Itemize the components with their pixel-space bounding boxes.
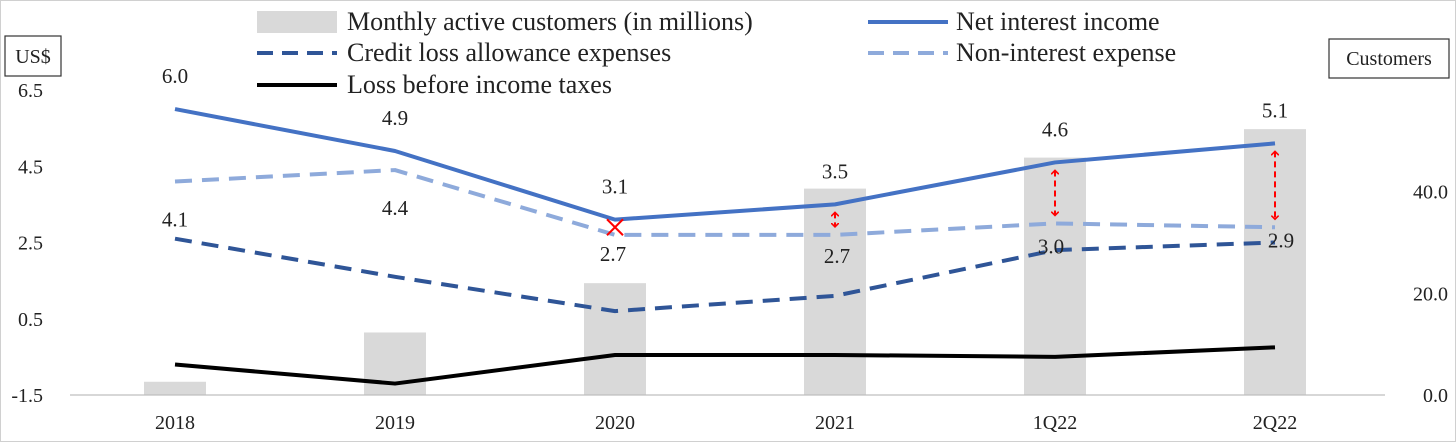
- series-line-credit-loss-allowance-expenses: [174, 236, 1276, 314]
- legend-label-bars: Monthly active customers (in millions): [347, 7, 753, 36]
- series-line-net-interest-income: [174, 107, 1276, 222]
- left-axis-unit-box: US$: [4, 35, 62, 77]
- bar-2019: [364, 332, 426, 395]
- left-tick-label: 4.5: [18, 156, 43, 178]
- left-tick-label: -1.5: [11, 385, 43, 407]
- bar-2018: [144, 381, 206, 395]
- legend-label-non-interest-expense: Non-interest expense: [956, 38, 1176, 67]
- right-tick-label: 20.0: [1413, 283, 1448, 305]
- legend-item-credit-loss: Credit loss allowance expenses: [257, 38, 671, 67]
- lines-layer: [174, 107, 1276, 386]
- labels-layer: 6.0 4.9 3.1 3.5 4.6 5.1 4.1 4.4 2.7 2.7 3.0 2.9: [162, 64, 1294, 268]
- legend-item-net-interest-income: Net interest income: [868, 7, 1160, 36]
- right-axis-label: Customers: [1346, 48, 1432, 70]
- series-line-loss-before-income-taxes: [174, 345, 1276, 386]
- annotations-layer: [606, 151, 1275, 236]
- x-tick-label-2020: 2020: [595, 412, 635, 434]
- bar-2q22: [1244, 129, 1306, 395]
- series-line-non-interest-expense: [174, 168, 1276, 237]
- data-label-net-interest-income-2020: 3.1: [602, 175, 628, 199]
- data-label-net-interest-income-2018: 6.0: [162, 64, 188, 88]
- data-label-non-interest-expense-2q22: 2.9: [1268, 228, 1294, 252]
- data-label-net-interest-income-2019: 4.9: [382, 106, 408, 130]
- data-label-non-interest-expense-2020: 2.7: [600, 242, 626, 266]
- left-tick-label: 2.5: [18, 233, 43, 255]
- x-tick-label-2018: 2018: [155, 412, 195, 434]
- data-label-net-interest-income-2021: 3.5: [822, 159, 848, 183]
- left-tick-label: 0.5: [18, 309, 43, 331]
- bar-2020: [584, 283, 646, 395]
- x-tick-label-2q22: 2Q22: [1253, 412, 1297, 434]
- legend: Monthly active customers (in millions) N…: [257, 7, 1176, 99]
- right-tick-label: 0.0: [1423, 385, 1448, 407]
- legend-item-non-interest-expense: Non-interest expense: [868, 38, 1176, 67]
- right-axis-unit-box: Customers: [1328, 38, 1450, 79]
- right-tick-label: 40.0: [1413, 182, 1448, 204]
- legend-label-net-interest-income: Net interest income: [956, 7, 1160, 36]
- x-tick-label-1q22: 1Q22: [1033, 412, 1077, 434]
- legend-label-credit-loss: Credit loss allowance expenses: [347, 38, 671, 67]
- legend-item-bars: Monthly active customers (in millions): [257, 7, 753, 36]
- data-label-non-interest-expense-1q22: 3.0: [1038, 234, 1064, 258]
- data-label-net-interest-income-2q22: 5.1: [1262, 98, 1288, 122]
- annotation-cross-2020: [606, 218, 624, 236]
- axis-layer: 2018 2019 2020 2021 1Q22 2Q22 -1.5 0.5 2.5 4.5 6.5…: [11, 80, 1448, 434]
- legend-swatch-bars: [257, 11, 337, 33]
- legend-label-loss-before-tax: Loss before income taxes: [347, 70, 612, 99]
- x-tick-label-2021: 2021: [815, 412, 855, 434]
- legend-item-loss-before-tax: Loss before income taxes: [257, 70, 612, 99]
- data-label-credit-loss-allowance-expenses-2018: 4.1: [162, 208, 188, 232]
- x-tick-label-2019: 2019: [375, 412, 415, 434]
- data-label-non-interest-expense-2019: 4.4: [382, 196, 409, 220]
- data-label-non-interest-expense-2021: 2.7: [824, 244, 850, 268]
- data-label-net-interest-income-1q22: 4.6: [1042, 117, 1068, 141]
- left-tick-label: 6.5: [18, 80, 43, 102]
- left-axis-label: US$: [15, 46, 51, 68]
